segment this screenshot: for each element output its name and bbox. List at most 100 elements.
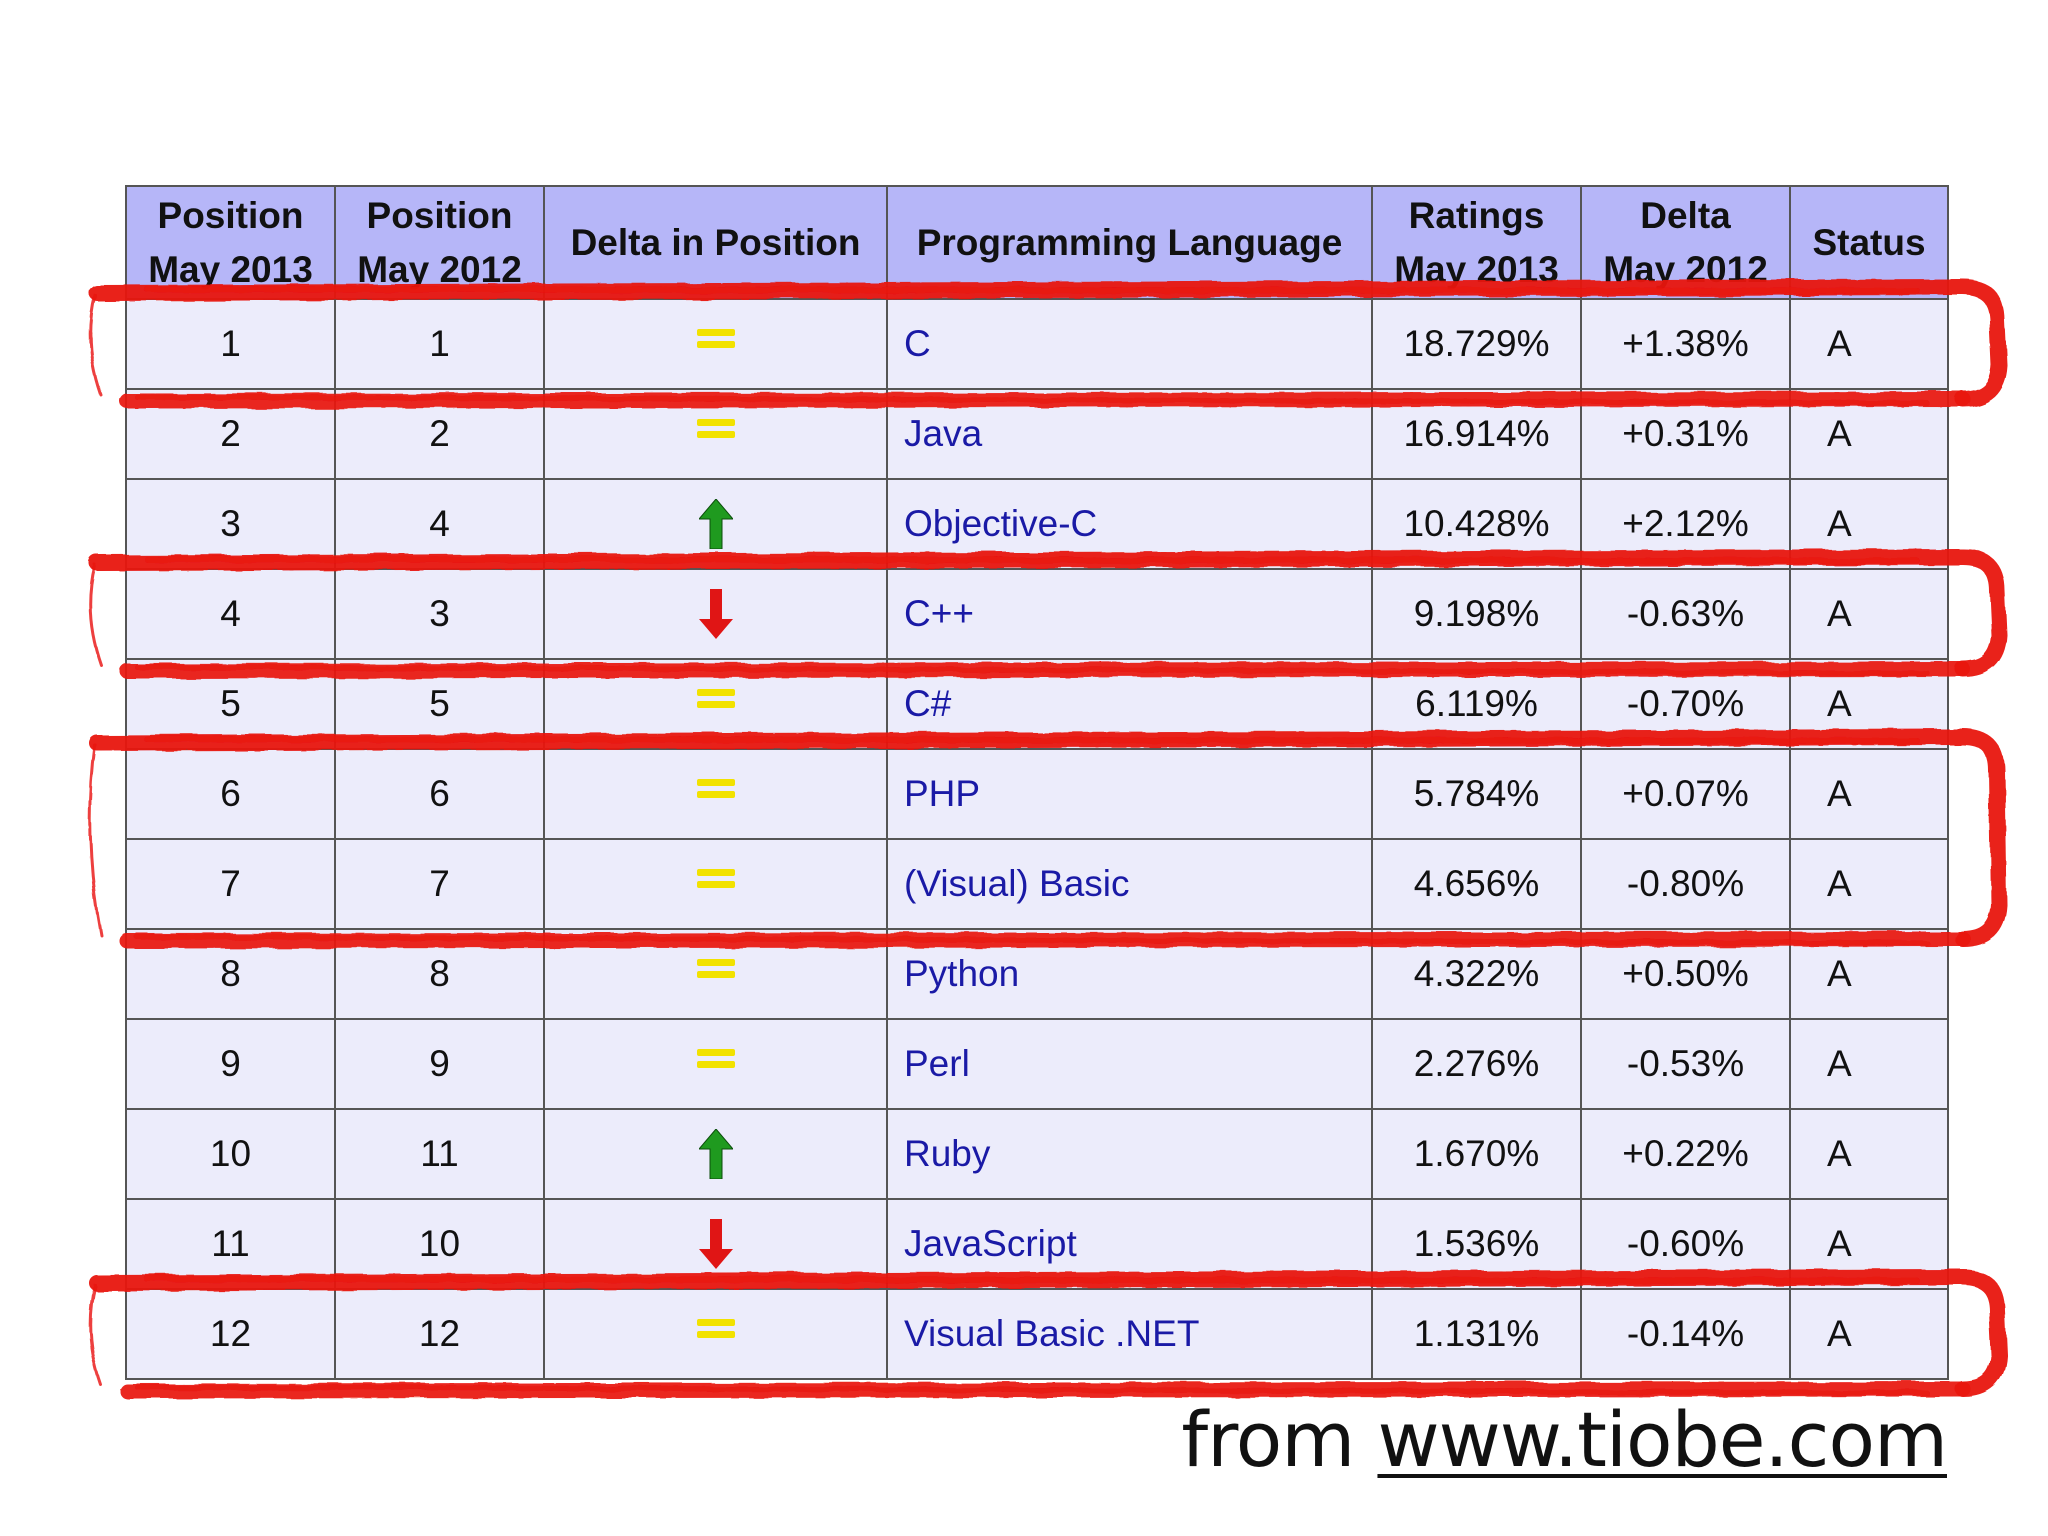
- delta-rating-cell: -0.80%: [1580, 838, 1791, 930]
- position-may-2012-cell: 5: [334, 658, 545, 750]
- delta-rating-cell: -0.60%: [1580, 1198, 1791, 1290]
- table-row: 10 11 Ruby 1.670% +0.22% A: [125, 1108, 1949, 1200]
- header-position-may-2013: Position May 2013: [125, 185, 336, 300]
- header-label-line1: Position: [157, 194, 304, 236]
- delta-in-position-cell: [543, 658, 888, 750]
- equal-icon: [696, 419, 735, 441]
- position-may-2013-cell: 8: [125, 928, 336, 1020]
- header-label-line1: Position: [366, 194, 513, 236]
- equal-icon: [696, 1319, 735, 1341]
- position-may-2012-cell: 10: [334, 1198, 545, 1290]
- table-row: 3 4 Objective-C 10.428% +2.12% A: [125, 478, 1949, 570]
- delta-in-position-cell: [543, 1108, 888, 1200]
- delta-rating-cell: +2.12%: [1580, 478, 1791, 570]
- header-label-line1: Ratings: [1408, 194, 1545, 236]
- delta-rating-cell: -0.53%: [1580, 1018, 1791, 1110]
- header-position-may-2012: Position May 2012: [334, 185, 545, 300]
- delta-rating-cell: +1.38%: [1580, 298, 1791, 390]
- red-highlight-stroke: [88, 563, 103, 667]
- rating-cell: 4.656%: [1371, 838, 1582, 930]
- table-body: 1 1 C 18.729% +1.38% A 2 2 Java 16.914% +0.31% A 3 4 O…: [125, 298, 1949, 1380]
- language-cell[interactable]: Python: [886, 928, 1373, 1020]
- red-highlight-stroke: [119, 1381, 1971, 1399]
- position-may-2013-cell: 4: [125, 568, 336, 660]
- language-cell[interactable]: Visual Basic .NET: [886, 1288, 1373, 1380]
- delta-rating-cell: -0.70%: [1580, 658, 1791, 750]
- table-row: 4 3 C++ 9.198% -0.63% A: [125, 568, 1949, 660]
- delta-in-position-cell: [543, 298, 888, 390]
- status-cell: A: [1789, 658, 1949, 750]
- delta-in-position-cell: [543, 478, 888, 570]
- red-highlight-stroke: [88, 1283, 103, 1387]
- rating-cell: 6.119%: [1371, 658, 1582, 750]
- red-highlight-stroke: [88, 743, 103, 937]
- delta-rating-cell: +0.50%: [1580, 928, 1791, 1020]
- delta-rating-cell: +0.07%: [1580, 748, 1791, 840]
- delta-in-position-cell: [543, 568, 888, 660]
- position-may-2012-cell: 3: [334, 568, 545, 660]
- status-cell: A: [1789, 568, 1949, 660]
- delta-rating-cell: +0.31%: [1580, 388, 1791, 480]
- header-row: Position May 2013 Position May 2012 Delt…: [125, 185, 1949, 300]
- rating-cell: 1.131%: [1371, 1288, 1582, 1380]
- language-cell[interactable]: C: [886, 298, 1373, 390]
- header-label-line2: May 2012: [357, 248, 522, 290]
- position-may-2013-cell: 1: [125, 298, 336, 390]
- ranking-table: Position May 2013 Position May 2012 Delt…: [125, 185, 1949, 1380]
- header-ratings-may-2013: Ratings May 2013: [1371, 185, 1582, 300]
- source-link[interactable]: www.tiobe.com: [1377, 1395, 1948, 1484]
- position-may-2013-cell: 9: [125, 1018, 336, 1110]
- language-cell[interactable]: (Visual) Basic: [886, 838, 1373, 930]
- down-arrow-icon: [698, 589, 733, 639]
- table-row: 2 2 Java 16.914% +0.31% A: [125, 388, 1949, 480]
- position-may-2012-cell: 7: [334, 838, 545, 930]
- position-may-2013-cell: 6: [125, 748, 336, 840]
- position-may-2012-cell: 12: [334, 1288, 545, 1380]
- position-may-2013-cell: 11: [125, 1198, 336, 1290]
- header-programming-language: Programming Language: [886, 185, 1373, 300]
- status-cell: A: [1789, 928, 1949, 1020]
- language-cell[interactable]: PHP: [886, 748, 1373, 840]
- rating-cell: 1.536%: [1371, 1198, 1582, 1290]
- header-status: Status: [1789, 185, 1949, 300]
- language-cell[interactable]: Java: [886, 388, 1373, 480]
- table-row: 8 8 Python 4.322% +0.50% A: [125, 928, 1949, 1020]
- status-cell: A: [1789, 838, 1949, 930]
- language-cell[interactable]: Objective-C: [886, 478, 1373, 570]
- delta-in-position-cell: [543, 1018, 888, 1110]
- position-may-2013-cell: 3: [125, 478, 336, 570]
- position-may-2013-cell: 10: [125, 1108, 336, 1200]
- status-cell: A: [1789, 1288, 1949, 1380]
- table-row: 12 12 Visual Basic .NET 1.131% -0.14% A: [125, 1288, 1949, 1380]
- rating-cell: 16.914%: [1371, 388, 1582, 480]
- status-cell: A: [1789, 388, 1949, 480]
- equal-icon: [696, 1049, 735, 1071]
- delta-rating-cell: -0.14%: [1580, 1288, 1791, 1380]
- position-may-2012-cell: 8: [334, 928, 545, 1020]
- table-row: 7 7 (Visual) Basic 4.656% -0.80% A: [125, 838, 1949, 930]
- rating-cell: 1.670%: [1371, 1108, 1582, 1200]
- red-highlight-stroke: [134, 1384, 1930, 1396]
- table-header: Position May 2013 Position May 2012 Delt…: [125, 185, 1949, 300]
- delta-in-position-cell: [543, 1288, 888, 1380]
- equal-icon: [696, 779, 735, 801]
- table-row: 9 9 Perl 2.276% -0.53% A: [125, 1018, 1949, 1110]
- table-row: 5 5 C# 6.119% -0.70% A: [125, 658, 1949, 750]
- header-delta-may-2012: Delta May 2012: [1580, 185, 1791, 300]
- equal-icon: [696, 959, 735, 981]
- language-cell[interactable]: Ruby: [886, 1108, 1373, 1200]
- delta-rating-cell: -0.63%: [1580, 568, 1791, 660]
- status-cell: A: [1789, 1018, 1949, 1110]
- delta-in-position-cell: [543, 1198, 888, 1290]
- table-row: 1 1 C 18.729% +1.38% A: [125, 298, 1949, 390]
- status-cell: A: [1789, 1198, 1949, 1290]
- language-cell[interactable]: C#: [886, 658, 1373, 750]
- rating-cell: 18.729%: [1371, 298, 1582, 390]
- equal-icon: [696, 869, 735, 891]
- delta-in-position-cell: [543, 388, 888, 480]
- up-arrow-icon: [698, 499, 733, 549]
- language-cell[interactable]: Perl: [886, 1018, 1373, 1110]
- status-cell: A: [1789, 478, 1949, 570]
- language-cell[interactable]: JavaScript: [886, 1198, 1373, 1290]
- language-cell[interactable]: C++: [886, 568, 1373, 660]
